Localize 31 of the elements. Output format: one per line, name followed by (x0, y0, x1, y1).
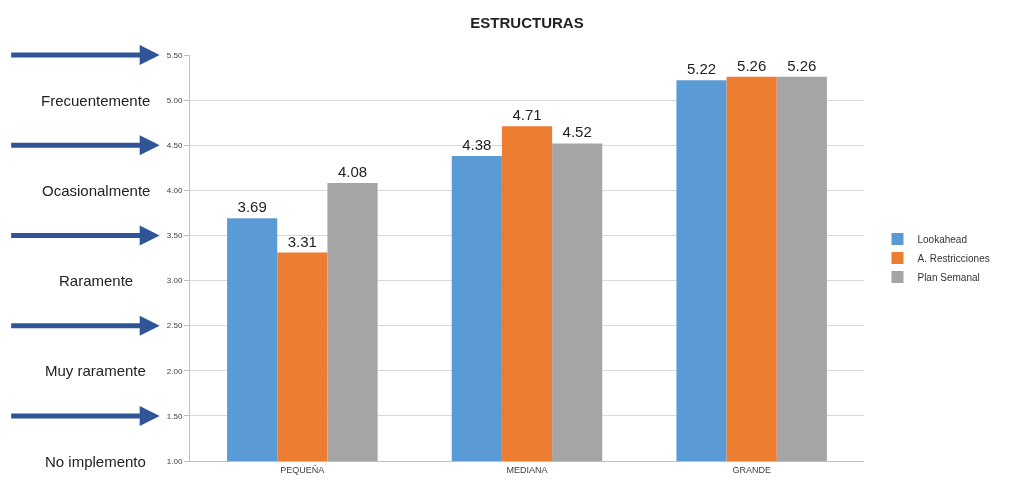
data-label: 4.71 (512, 106, 542, 124)
legend-label: Plan Semanal (917, 271, 980, 283)
y-tick-label: 4.50 (166, 141, 183, 151)
text: Frecuentemente (41, 92, 151, 109)
text: Ocasionalmente (42, 182, 151, 199)
text: No implemento (45, 453, 146, 470)
y-tick-label: 5.00 (166, 95, 183, 105)
chart-title: ESTRUCTURAS (470, 13, 584, 31)
data-label: 5.22 (686, 60, 717, 78)
x-tick-label: GRANDE (732, 464, 771, 475)
data-label: 4.38 (462, 136, 492, 154)
x-tick-label: PEQUEÑA (280, 464, 325, 475)
data-label: 5.26 (737, 56, 767, 74)
y-tick-label: 1.50 (166, 411, 183, 421)
data-label: 3.31 (287, 232, 317, 250)
data-label: 5.26 (787, 56, 817, 74)
data-label: 4.08 (337, 163, 368, 181)
legend-label: A. Restricciones (917, 252, 990, 264)
data-label: 3.69 (237, 198, 267, 216)
x-tick-label: MEDIANA (506, 464, 548, 475)
y-tick-label: 2.50 (166, 321, 183, 331)
text: Muy raramente (45, 362, 146, 379)
y-tick-label: 1.00 (166, 456, 183, 466)
y-tick-label: 3.00 (166, 276, 183, 286)
data-label: 4.52 (562, 123, 592, 141)
legend-label: Lookahead (917, 233, 967, 245)
text: Raramente (59, 272, 134, 289)
y-tick-label: 5.50 (166, 50, 183, 60)
y-tick-label: 2.00 (166, 366, 183, 376)
y-tick-label: 3.50 (166, 231, 183, 241)
y-tick-label: 4.00 (166, 186, 183, 196)
